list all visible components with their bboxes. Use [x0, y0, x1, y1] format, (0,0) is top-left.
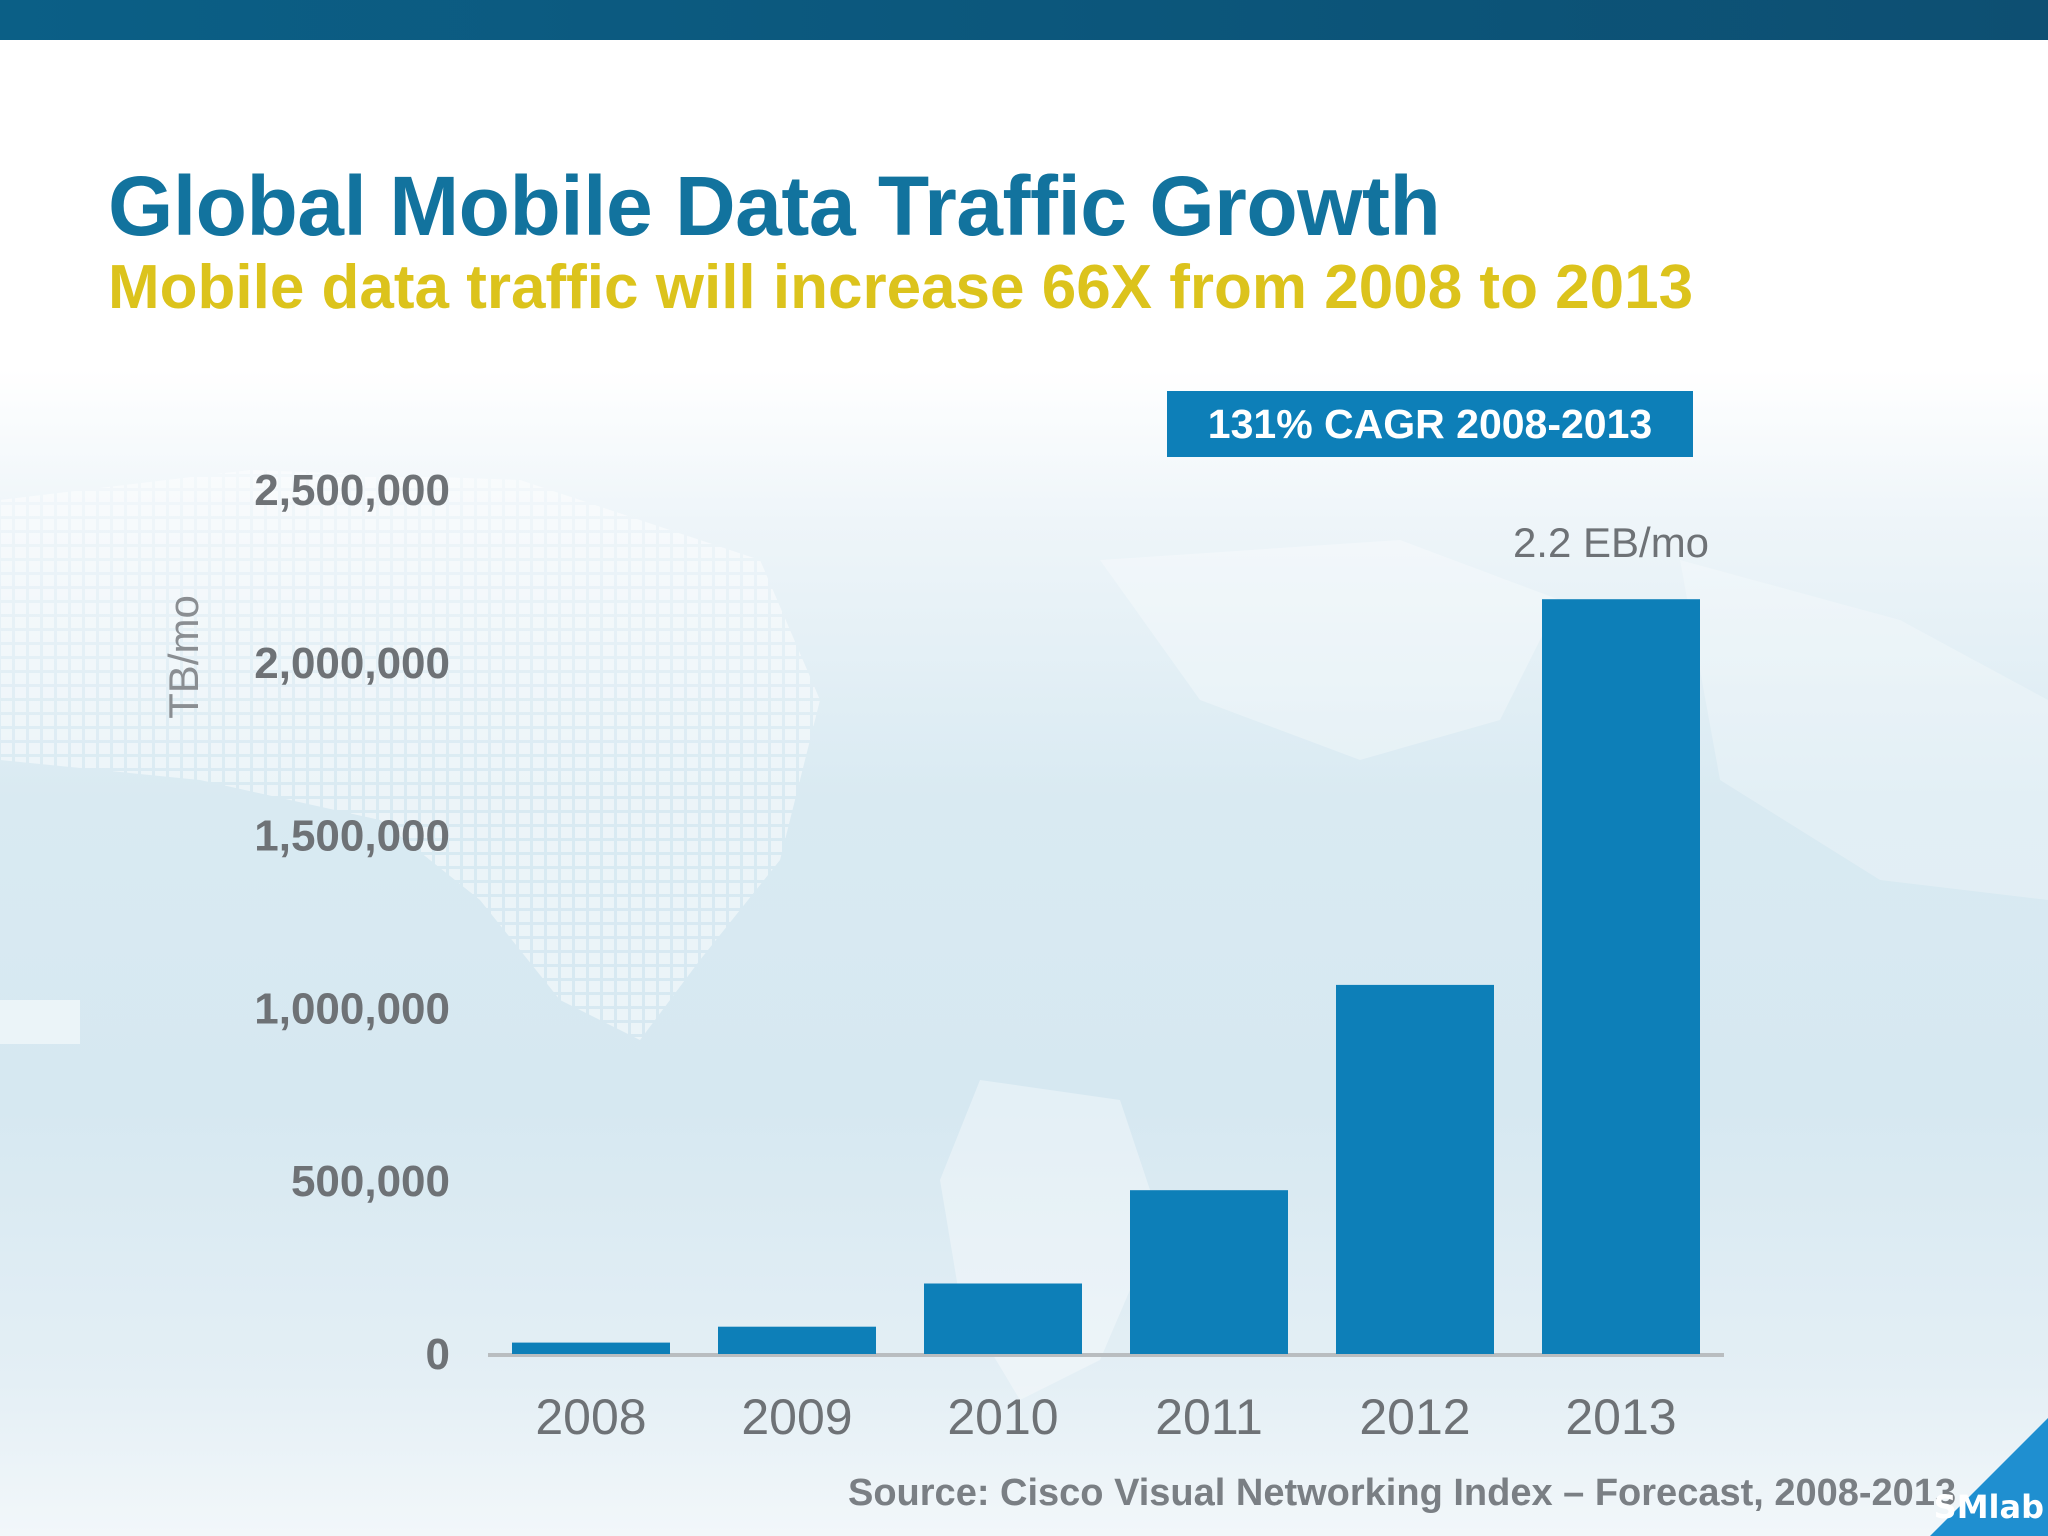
x-tick-label: 2010 [947, 1389, 1058, 1445]
y-tick-label: 500,000 [291, 1157, 450, 1206]
bar [1130, 1190, 1288, 1354]
x-tick-label: 2012 [1359, 1389, 1470, 1445]
slide-subtitle: Mobile data traffic will increase 66X fr… [108, 253, 1694, 322]
y-tick-label: 0 [426, 1330, 450, 1379]
corner-label: SMlab [1933, 1488, 2044, 1526]
y-axis-label: TB/mo [160, 595, 207, 719]
bar [924, 1283, 1082, 1354]
bar [1542, 599, 1700, 1354]
bar [718, 1326, 876, 1354]
x-tick-label: 2009 [741, 1389, 852, 1445]
y-tick-label: 1,000,000 [254, 984, 450, 1033]
data-annotation: 2.2 EB/mo [1513, 519, 1709, 566]
source-note: Source: Cisco Visual Networking Index – … [848, 1472, 1957, 1514]
top-bar [0, 0, 2048, 40]
x-tick-label: 2013 [1565, 1389, 1676, 1445]
cagr-badge: 131% CAGR 2008-2013 [1167, 391, 1693, 457]
slide-title: Global Mobile Data Traffic Growth [108, 159, 1441, 253]
x-tick-label: 2008 [535, 1389, 646, 1445]
y-tick-label: 1,500,000 [254, 812, 450, 861]
corner-tab [1930, 1418, 2048, 1536]
x-tick-label: 2011 [1155, 1389, 1263, 1445]
bar [1336, 984, 1494, 1354]
y-tick-label: 2,500,000 [254, 466, 450, 515]
bar [512, 1342, 670, 1354]
y-tick-label: 2,000,000 [254, 639, 450, 688]
